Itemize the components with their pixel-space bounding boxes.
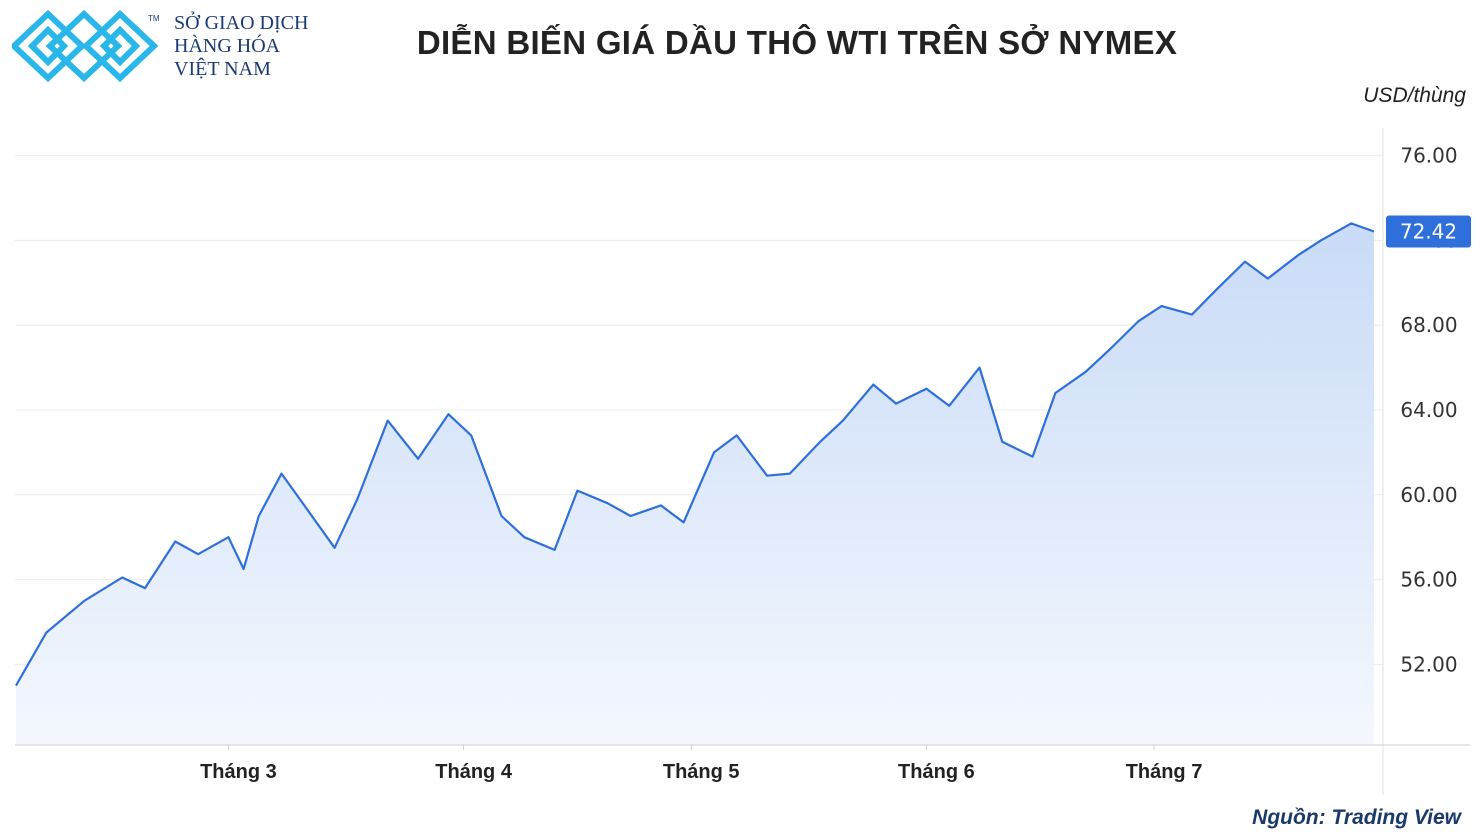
- data-point-19: [523, 536, 525, 538]
- data-point-20: [553, 549, 555, 551]
- logo: TM SỞ GIAO DỊCH HÀNG HÓA VIỆT NAM: [12, 10, 322, 82]
- data-point-50: [1350, 222, 1352, 224]
- logo-line-1: SỞ GIAO DỊCH: [174, 12, 309, 34]
- data-point-38: [1031, 455, 1033, 457]
- logo-mark-icon: [12, 10, 159, 82]
- data-point-34: [925, 388, 927, 390]
- data-point-47: [1267, 277, 1269, 279]
- data-point-16: [447, 413, 449, 415]
- data-point-3: [121, 576, 123, 578]
- data-point-18: [500, 515, 502, 517]
- data-point-21: [576, 489, 578, 491]
- data-point-1: [45, 631, 47, 633]
- data-point-46: [1244, 260, 1246, 262]
- data-point-8: [242, 568, 244, 570]
- data-point-30: [819, 441, 821, 443]
- data-point-49: [1320, 239, 1322, 241]
- data-point-25: [682, 521, 684, 523]
- y-tick-52.00: 52.00: [1400, 652, 1457, 676]
- price-line: [15, 222, 1375, 687]
- data-point-0: [15, 684, 17, 686]
- data-point-36: [978, 366, 980, 368]
- data-point-22: [607, 502, 609, 504]
- logo-diamond-3: [81, 10, 159, 82]
- data-point-12: [333, 547, 335, 549]
- data-point-7: [227, 536, 229, 538]
- data-point-14: [387, 419, 389, 421]
- last-value-label: 72.42: [1400, 219, 1457, 243]
- data-point-43: [1160, 305, 1162, 307]
- data-point-31: [842, 419, 844, 421]
- data-point-48: [1297, 254, 1299, 256]
- data-point-6: [197, 553, 199, 555]
- x-tick-3: Tháng 3: [200, 761, 277, 783]
- y-tick-64.00: 64.00: [1400, 398, 1457, 422]
- data-point-42: [1138, 320, 1140, 322]
- data-point-51: [1373, 230, 1375, 232]
- x-tick-labels: Tháng 3 Tháng 4 Tháng 5 Tháng 6 Tháng 7: [200, 745, 1202, 783]
- last-value-badge: [1386, 215, 1471, 248]
- data-point-28: [766, 475, 768, 477]
- data-point-39: [1054, 392, 1056, 394]
- logo-text: SỞ GIAO DỊCH HÀNG HÓA VIỆT NAM: [174, 12, 308, 81]
- data-point-17: [470, 434, 472, 436]
- data-point-32: [872, 383, 874, 385]
- data-point-29: [789, 472, 791, 474]
- source-note: Nguồn: Trading View: [1252, 806, 1461, 829]
- logo-inner-2: [99, 25, 141, 67]
- data-point-44: [1191, 313, 1193, 315]
- y-axis-unit: USD/thùng: [1363, 84, 1466, 107]
- logo-trademark: TM: [148, 14, 160, 23]
- data-point-11: [303, 504, 305, 506]
- logo-line-2: HÀNG HÓA: [174, 35, 281, 57]
- x-tick-5: Tháng 5: [663, 761, 740, 783]
- data-point-15: [417, 458, 419, 460]
- data-point-9: [258, 515, 260, 517]
- data-point-27: [736, 434, 738, 436]
- data-point-23: [629, 515, 631, 517]
- data-point-4: [144, 587, 146, 589]
- data-point-10: [280, 472, 282, 474]
- data-point-33: [895, 402, 897, 404]
- price-area: [16, 223, 1374, 745]
- data-point-13: [356, 498, 358, 500]
- data-point-5: [174, 540, 176, 542]
- data-point-37: [1001, 441, 1003, 443]
- last-price-marker: 72.42: [1386, 215, 1471, 248]
- data-point-26: [713, 451, 715, 453]
- data-point-35: [948, 405, 950, 407]
- logo-inner-1: [27, 25, 69, 67]
- axes: [15, 128, 1470, 795]
- data-point-2: [83, 600, 85, 602]
- y-tick-60.00: 60.00: [1400, 483, 1457, 507]
- x-tick-6: Tháng 6: [898, 761, 975, 783]
- chart-title: DIỄN BIẾN GIÁ DẦU THÔ WTI TRÊN SỞ NYMEX: [416, 24, 1178, 61]
- y-tick-76.00: 76.00: [1400, 144, 1457, 168]
- data-point-40: [1085, 371, 1087, 373]
- x-tick-4: Tháng 4: [435, 761, 513, 783]
- y-tick-68.00: 68.00: [1400, 313, 1457, 337]
- logo-line-3: VIỆT NAM: [174, 58, 271, 80]
- data-point-45: [1214, 290, 1216, 292]
- data-point-24: [660, 504, 662, 506]
- x-tick-7: Tháng 7: [1126, 761, 1203, 783]
- y-tick-56.00: 56.00: [1400, 568, 1457, 592]
- logo-diamond-2: [45, 10, 123, 82]
- data-point-41: [1107, 349, 1109, 351]
